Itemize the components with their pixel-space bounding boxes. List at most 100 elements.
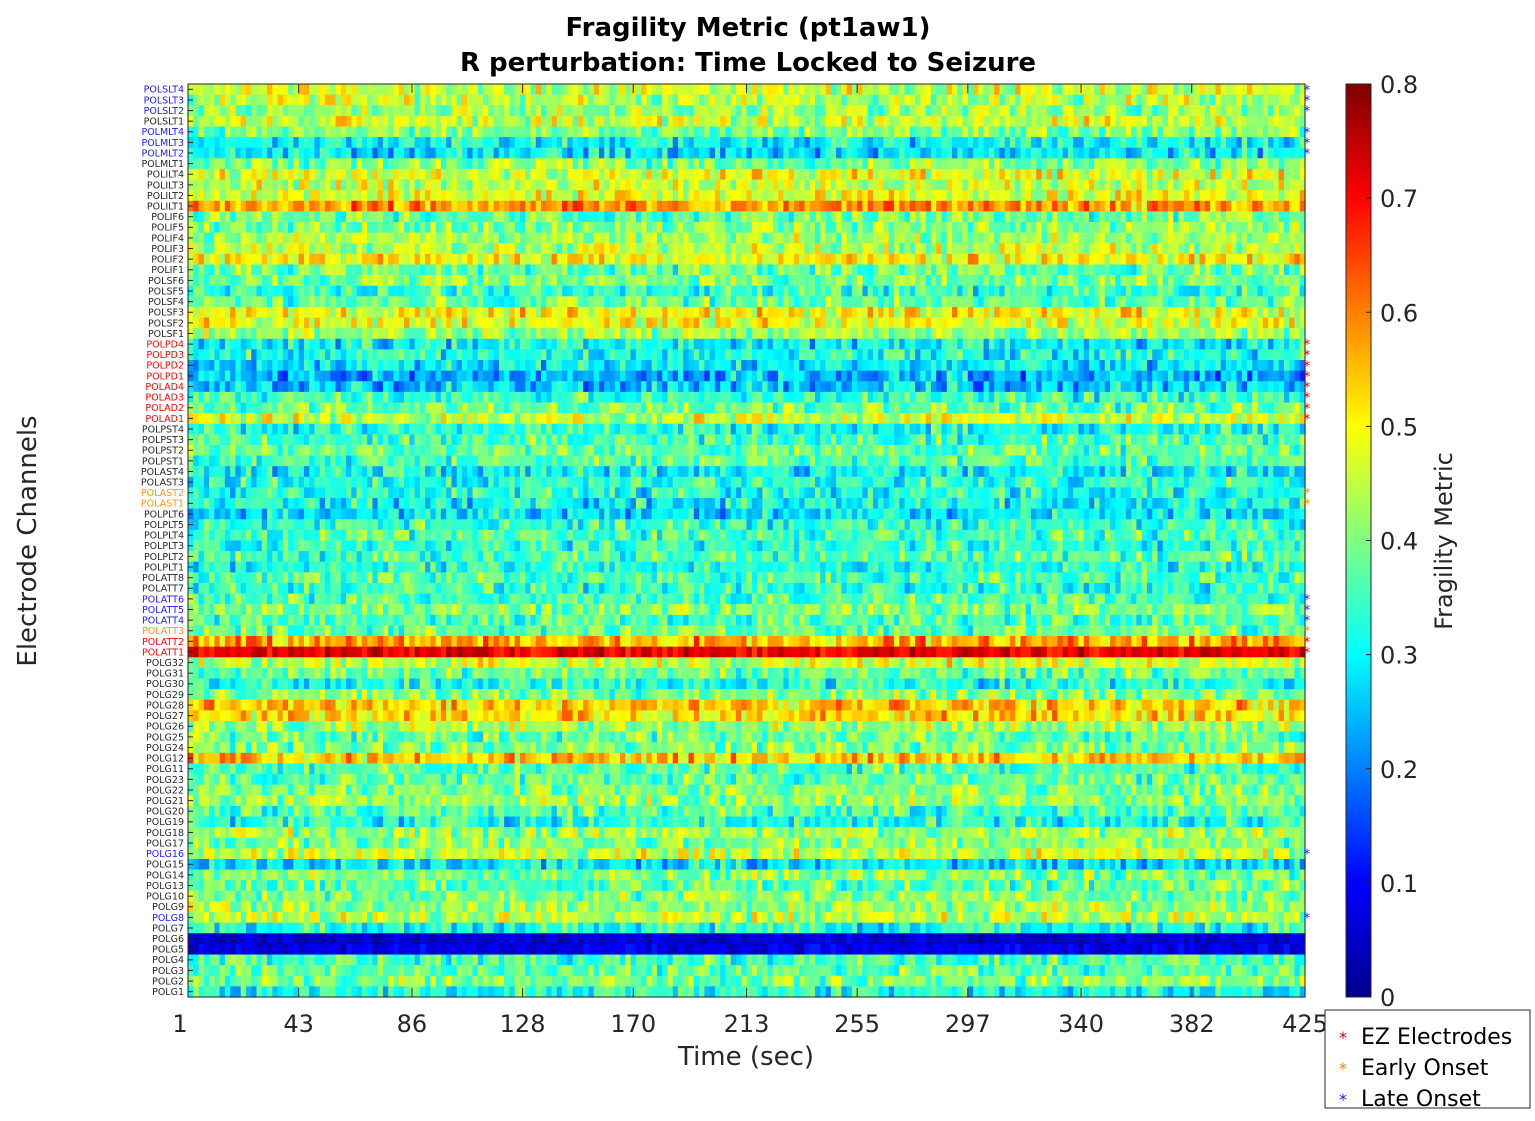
heatmap-cell xyxy=(340,222,347,234)
heatmap-cell xyxy=(577,275,584,287)
heatmap-cell xyxy=(588,168,595,181)
heatmap-cell xyxy=(535,317,542,329)
heatmap-cell xyxy=(282,168,289,181)
heatmap-cell xyxy=(303,84,310,96)
heatmap-cell xyxy=(398,328,405,340)
heatmap-cell xyxy=(1020,179,1027,191)
heatmap-cell xyxy=(351,285,358,297)
heatmap-cell xyxy=(209,84,215,96)
heatmap-cell xyxy=(820,285,827,297)
heatmap-cell xyxy=(1062,285,1069,297)
heatmap-cell xyxy=(272,137,279,149)
heatmap-cell xyxy=(451,126,458,138)
heatmap-cell xyxy=(641,168,647,181)
heatmap-cell xyxy=(973,84,979,96)
heatmap-cell xyxy=(1031,190,1037,202)
heatmap-cell xyxy=(656,232,663,244)
heatmap-cell xyxy=(1178,115,1185,128)
heatmap-cell xyxy=(1067,264,1074,276)
heatmap-cell xyxy=(293,222,300,234)
heatmap-cell xyxy=(1210,275,1217,287)
heatmap-cell xyxy=(1236,115,1243,128)
heatmap-cell xyxy=(904,306,911,319)
heatmap-cell xyxy=(198,158,205,170)
heatmap-cell xyxy=(688,158,695,170)
heatmap-cell xyxy=(1225,296,1232,308)
heatmap-cell xyxy=(472,105,479,117)
heatmap-cell xyxy=(1099,296,1106,308)
heatmap-cell xyxy=(377,211,384,223)
heatmap-cell xyxy=(1294,317,1301,329)
heatmap-cell xyxy=(899,137,906,149)
heatmap-cell xyxy=(930,147,937,159)
heatmap-cell xyxy=(556,285,563,297)
heatmap-cell xyxy=(488,253,495,266)
heatmap-cell xyxy=(804,137,811,149)
heatmap-cell xyxy=(356,243,363,255)
heatmap-cell xyxy=(815,222,821,234)
heatmap-cell xyxy=(1168,317,1174,329)
heatmap-cell xyxy=(704,306,711,319)
heatmap-cell xyxy=(951,137,958,149)
heatmap-cell xyxy=(314,232,321,244)
heatmap-cell xyxy=(662,317,669,329)
heatmap-cell xyxy=(267,253,273,266)
heatmap-cell xyxy=(388,137,395,149)
heatmap-cell xyxy=(830,105,837,117)
heatmap-cell xyxy=(456,137,463,149)
heatmap-cell xyxy=(1031,296,1037,308)
heatmap-cell xyxy=(851,296,858,308)
heatmap-cell xyxy=(351,253,358,266)
heatmap-cell xyxy=(635,179,642,191)
heatmap-cell xyxy=(1283,317,1290,329)
heatmap-cell xyxy=(983,275,990,287)
heatmap-cell xyxy=(1146,264,1153,276)
heatmap-cell xyxy=(793,222,800,234)
heatmap-cell xyxy=(1278,137,1285,149)
heatmap-cell xyxy=(1178,158,1185,170)
heatmap-cell xyxy=(735,275,742,287)
heatmap-cell xyxy=(577,158,584,170)
heatmap-cell xyxy=(1294,222,1301,234)
heatmap-cell xyxy=(1241,264,1248,276)
heatmap-cell xyxy=(841,94,848,106)
heatmap-cell xyxy=(815,158,821,170)
heatmap-cell xyxy=(1036,296,1043,308)
heatmap-cell xyxy=(967,105,974,117)
heatmap-cell xyxy=(741,328,748,340)
heatmap-cell xyxy=(936,253,943,266)
heatmap-cell xyxy=(672,253,679,266)
heatmap-cell xyxy=(303,105,310,117)
heatmap-cell xyxy=(809,105,816,117)
heatmap-cell xyxy=(504,264,510,276)
heatmap-cell xyxy=(678,179,684,191)
heatmap-cell xyxy=(319,328,326,340)
heatmap-cell xyxy=(514,94,521,106)
heatmap-cell xyxy=(356,306,363,319)
heatmap-cell xyxy=(1183,275,1190,287)
heatmap-cell xyxy=(888,317,895,329)
heatmap-cell xyxy=(425,211,431,223)
heatmap-cell xyxy=(498,115,505,128)
heatmap-cell xyxy=(709,168,716,181)
heatmap-cell xyxy=(1088,147,1095,159)
heatmap-cell xyxy=(994,200,1001,212)
heatmap-cell xyxy=(514,211,521,223)
heatmap-cell xyxy=(388,211,395,223)
heatmap-cell xyxy=(1278,94,1285,106)
heatmap-cell xyxy=(1189,285,1195,297)
heatmap-cell xyxy=(1062,105,1069,117)
heatmap-cell xyxy=(593,211,600,223)
heatmap-cell xyxy=(209,296,215,308)
heatmap-cell xyxy=(1299,253,1306,266)
heatmap-cell xyxy=(1210,211,1217,223)
heatmap-cell xyxy=(999,126,1006,138)
heatmap-cell xyxy=(351,200,358,212)
heatmap-cell xyxy=(778,232,784,244)
heatmap-cell xyxy=(704,200,711,212)
heatmap-cell xyxy=(525,317,532,329)
heatmap-cell xyxy=(1210,296,1217,308)
heatmap-cell xyxy=(1157,126,1164,138)
heatmap-cell xyxy=(836,84,842,96)
heatmap-cell xyxy=(1031,137,1037,149)
